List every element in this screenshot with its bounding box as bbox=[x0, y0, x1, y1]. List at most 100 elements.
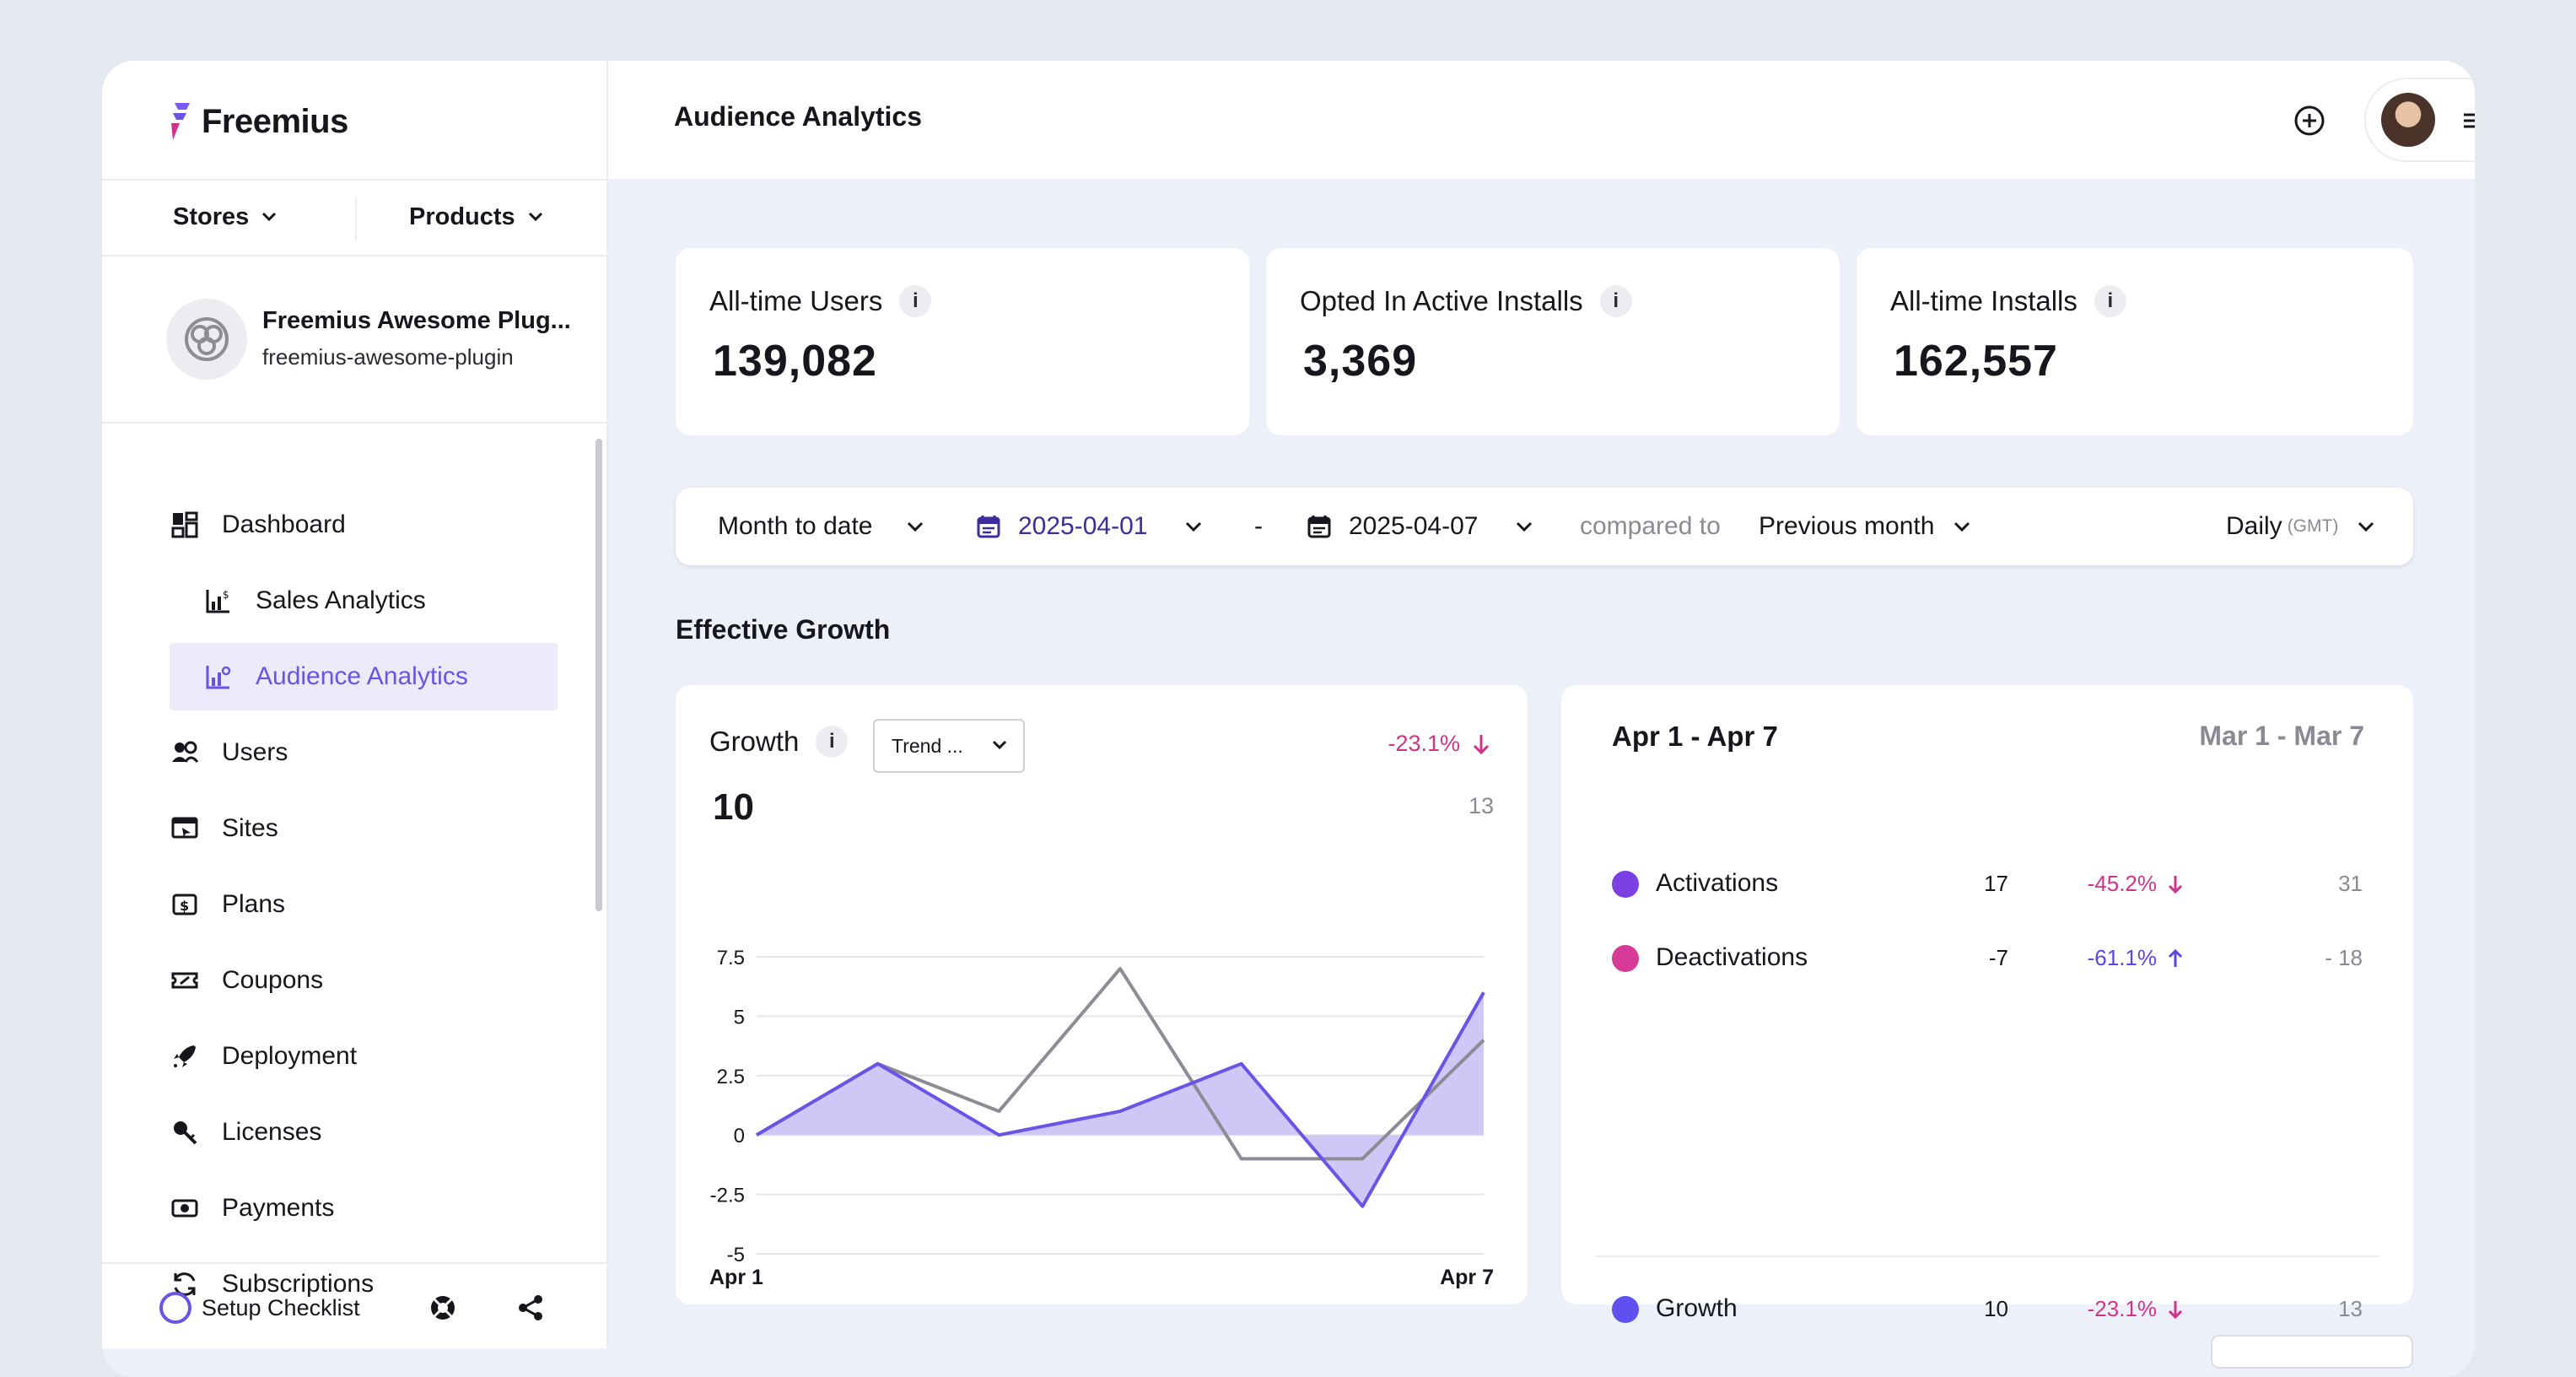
granularity-label: Daily bbox=[2226, 512, 2282, 541]
sidebar-item-label: Dashboard bbox=[222, 510, 346, 539]
sidebar-footer: Setup Checklist bbox=[102, 1262, 608, 1350]
freemius-logo-icon bbox=[168, 101, 193, 142]
chevron-down-icon bbox=[261, 211, 278, 223]
date-range-label: Month to date bbox=[718, 512, 872, 541]
coupon-icon bbox=[170, 966, 199, 995]
stores-label: Stores bbox=[173, 203, 249, 231]
stat-label-text: All-time Users bbox=[709, 285, 882, 317]
stat-label: All-time Installs i bbox=[1890, 285, 2126, 317]
plugin-logo-icon bbox=[181, 314, 232, 364]
plugin-switcher[interactable]: Freemius Awesome Plug... freemius-awesom… bbox=[166, 295, 588, 388]
sidebar-item-label: Audience Analytics bbox=[256, 662, 468, 691]
setup-checklist-label: Setup Checklist bbox=[202, 1295, 360, 1321]
sidebar-item-deployment[interactable]: Deployment bbox=[170, 1023, 591, 1090]
divider bbox=[102, 422, 608, 424]
legend-previous: 31 bbox=[2338, 871, 2363, 897]
key-icon bbox=[170, 1118, 199, 1147]
end-date-picker[interactable]: 2025-04-07 bbox=[1307, 488, 1533, 565]
stat-value: 139,082 bbox=[713, 336, 877, 386]
chevron-down-icon bbox=[527, 211, 544, 223]
legend-row-deactivations[interactable]: Deactivations -7 -61.1% - 18 bbox=[1612, 937, 2363, 979]
x-tick-label: Apr 1 bbox=[709, 1266, 763, 1289]
stores-dropdown[interactable]: Stores bbox=[173, 179, 278, 255]
products-dropdown[interactable]: Products bbox=[409, 179, 544, 255]
stat-card-all-time-installs: All-time Installs i 162,557 bbox=[1857, 248, 2413, 435]
y-tick-label: 5 bbox=[734, 1006, 745, 1029]
sidebar-item-label: Deployment bbox=[222, 1042, 357, 1071]
share-icon[interactable] bbox=[515, 1293, 546, 1323]
rocket-icon bbox=[170, 1042, 199, 1071]
profile-menu[interactable] bbox=[2364, 78, 2475, 162]
calendar-icon bbox=[1307, 514, 1332, 539]
info-icon[interactable]: i bbox=[2094, 285, 2126, 317]
legend-value: 17 bbox=[1984, 871, 2008, 897]
chevron-down-icon bbox=[906, 521, 924, 532]
legend-row-growth[interactable]: Growth 10 -23.1% 13 bbox=[1612, 1288, 2363, 1330]
start-date-value: 2025-04-01 bbox=[1018, 512, 1147, 541]
sidebar-item-label: Users bbox=[222, 738, 288, 767]
sidebar-item-label: Licenses bbox=[222, 1118, 321, 1147]
compare-period-label: Previous month bbox=[1759, 512, 1934, 541]
sidebar-item-dashboard[interactable]: Dashboard bbox=[170, 491, 591, 559]
sidebar-item-label: Sales Analytics bbox=[256, 586, 426, 615]
y-tick-label: 2.5 bbox=[717, 1066, 745, 1088]
growth-legend-card: Apr 1 - Apr 7 Mar 1 - Mar 7 Activations … bbox=[1561, 685, 2413, 1304]
granularity-dropdown[interactable]: Daily (GMT) bbox=[2226, 488, 2375, 565]
date-range-dropdown[interactable]: Month to date bbox=[718, 488, 924, 565]
sidebar: Freemius Stores Products bbox=[102, 61, 608, 1348]
legend-dot bbox=[1612, 945, 1639, 972]
info-icon[interactable]: i bbox=[899, 285, 931, 317]
chevron-down-icon bbox=[2357, 521, 2375, 532]
sidebar-item-licenses[interactable]: Licenses bbox=[170, 1099, 591, 1166]
compared-to-label: compared to bbox=[1580, 488, 1721, 565]
y-tick-label: -2.5 bbox=[710, 1185, 745, 1207]
sales-chart-icon: $ bbox=[204, 586, 233, 615]
start-date-picker[interactable]: 2025-04-01 bbox=[976, 488, 1203, 565]
sidebar-item-sites[interactable]: Sites bbox=[170, 795, 591, 862]
chevron-down-icon bbox=[1184, 521, 1203, 532]
sidebar-scrollbar[interactable] bbox=[595, 439, 602, 911]
svg-text:$: $ bbox=[223, 589, 229, 601]
x-tick-label: Apr 7 bbox=[1440, 1266, 1494, 1289]
brand-logo[interactable]: Freemius bbox=[168, 98, 348, 145]
date-separator: - bbox=[1254, 488, 1263, 565]
sites-icon bbox=[170, 814, 199, 843]
sidebar-item-coupons[interactable]: Coupons bbox=[170, 947, 591, 1014]
support-lifebuoy-icon[interactable] bbox=[428, 1293, 458, 1323]
sidebar-item-label: Payments bbox=[222, 1194, 334, 1223]
legend-change-value: -45.2% bbox=[2088, 871, 2157, 897]
legend-row-activations[interactable]: Activations 17 -45.2% 31 bbox=[1612, 862, 2363, 904]
timezone-label: (GMT) bbox=[2288, 516, 2339, 537]
plugin-name: Freemius Awesome Plug... bbox=[262, 307, 571, 335]
legend-previous: - 18 bbox=[2325, 945, 2363, 971]
compare-period-dropdown[interactable]: Previous month bbox=[1759, 488, 1971, 565]
legend-change: -23.1% bbox=[2088, 1296, 2184, 1322]
setup-checklist-button[interactable]: Setup Checklist bbox=[159, 1264, 360, 1352]
stat-label: All-time Users i bbox=[709, 285, 931, 317]
sidebar-item-sales-analytics[interactable]: $ Sales Analytics bbox=[203, 567, 591, 634]
plugin-avatar bbox=[166, 299, 247, 380]
payments-icon bbox=[170, 1194, 199, 1223]
info-icon[interactable]: i bbox=[1600, 285, 1632, 317]
arrow-down-icon bbox=[2167, 873, 2184, 895]
stat-label-text: Opted In Active Installs bbox=[1300, 285, 1583, 317]
brand-name: Freemius bbox=[202, 103, 348, 141]
sidebar-item-users[interactable]: Users bbox=[170, 719, 591, 786]
add-icon[interactable] bbox=[2293, 105, 2325, 137]
sidebar-item-audience-analytics[interactable]: Audience Analytics bbox=[170, 643, 558, 710]
legend-change-value: -61.1% bbox=[2088, 945, 2157, 971]
sidebar-item-payments[interactable]: Payments bbox=[170, 1174, 591, 1242]
top-header: Audience Analytics bbox=[608, 61, 2475, 179]
stat-label-text: All-time Installs bbox=[1890, 285, 2078, 317]
legend-change-value: -23.1% bbox=[2088, 1296, 2157, 1322]
chevron-down-icon bbox=[1953, 521, 1971, 532]
legend-change: -61.1% bbox=[2088, 945, 2184, 971]
products-label: Products bbox=[409, 203, 515, 231]
sidebar-item-plans[interactable]: $ Plans bbox=[170, 871, 591, 938]
partial-button[interactable] bbox=[2211, 1335, 2413, 1369]
svg-text:$: $ bbox=[180, 898, 189, 914]
plugin-slug: freemius-awesome-plugin bbox=[262, 344, 514, 370]
legend-value: 10 bbox=[1984, 1296, 2008, 1322]
